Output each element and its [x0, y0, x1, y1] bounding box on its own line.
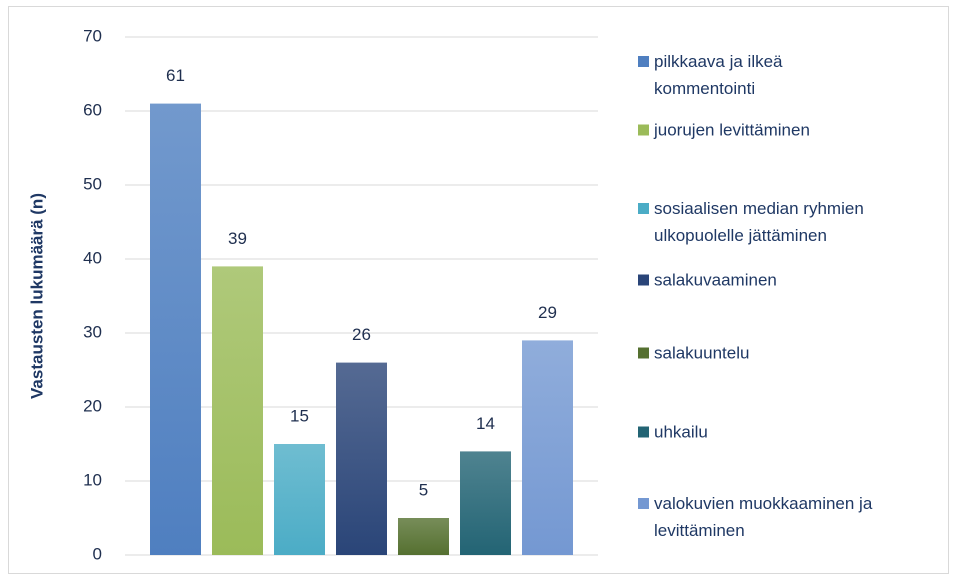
- y-tick-label: 50: [83, 174, 102, 193]
- y-tick-label: 0: [93, 544, 102, 563]
- legend-item: salakuuntelu: [638, 340, 928, 367]
- data-label: 14: [476, 414, 495, 433]
- data-label: 15: [290, 406, 309, 425]
- legend-swatch: [638, 124, 649, 136]
- bar: [398, 518, 449, 555]
- bar: [212, 266, 263, 555]
- data-label: 26: [352, 325, 371, 344]
- legend-swatch: [638, 498, 649, 509]
- y-tick-label: 20: [83, 396, 102, 415]
- y-tick-label: 30: [83, 322, 102, 341]
- data-label: 39: [228, 229, 247, 248]
- legend-swatch: [638, 56, 649, 67]
- y-tick-label: 60: [83, 100, 102, 119]
- legend-item: salakuvaaminen: [638, 267, 928, 294]
- legend-label: uhkailu: [654, 422, 708, 442]
- data-label: 5: [419, 480, 428, 499]
- data-label: 29: [538, 303, 557, 322]
- legend-label: valokuvien muokkaaminen ja levittäminen: [654, 494, 873, 540]
- legend-label: salakuuntelu: [654, 343, 750, 363]
- legend-swatch: [638, 426, 649, 438]
- y-tick-label: 40: [83, 248, 102, 267]
- legend-swatch: [638, 203, 649, 214]
- bar: [336, 362, 387, 555]
- legend-item: sosiaalisen median ryhmien ulkopuolelle …: [638, 195, 928, 249]
- legend-item: pilkkaava ja ilkeä kommentointi: [638, 48, 928, 102]
- data-label: 61: [166, 66, 185, 85]
- legend-item: juorujen levittäminen: [638, 117, 928, 144]
- legend-item: valokuvien muokkaaminen ja levittäminen: [638, 490, 928, 544]
- legend-label: salakuvaaminen: [654, 270, 777, 290]
- legend-label: sosiaalisen median ryhmien ulkopuolelle …: [654, 199, 864, 245]
- legend-swatch: [638, 347, 649, 359]
- bar: [522, 340, 573, 555]
- y-tick-label: 70: [83, 26, 102, 45]
- bar: [274, 444, 325, 555]
- legend-item: uhkailu: [638, 419, 928, 446]
- bar: [150, 103, 201, 555]
- y-tick-label: 10: [83, 470, 102, 489]
- y-axis-title: Vastausten lukumäärä (n): [27, 193, 46, 399]
- chart-border: [8, 6, 949, 574]
- legend-label: pilkkaava ja ilkeä kommentointi: [654, 52, 783, 98]
- legend-swatch: [638, 274, 649, 286]
- legend-label: juorujen levittäminen: [654, 120, 810, 140]
- bar: [460, 451, 511, 555]
